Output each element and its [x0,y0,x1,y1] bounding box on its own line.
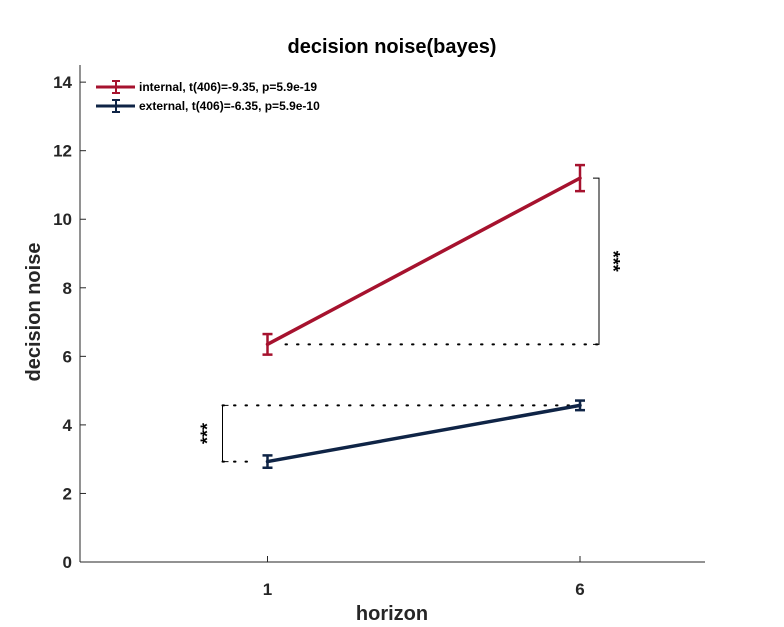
y-tick-label: 12 [53,142,72,161]
legend: internal, t(406)=-9.35, p=5.9e-19 externa… [96,80,320,113]
internal-legend-entry: internal, t(406)=-9.35, p=5.9e-19 [96,80,317,94]
x-tick-label: 6 [575,580,584,599]
external-series-line [265,403,582,464]
significance-annotations: *** *** [198,177,623,463]
y-tick-label: 6 [63,347,72,366]
internal-significance-bracket [593,177,600,345]
chart-title: decision noise(bayes) [288,36,497,58]
y-tick-label: 4 [63,416,73,435]
external-legend-label: external, t(406)=-6.35, p=5.9e-10 [139,99,320,113]
y-tick-label: 10 [53,210,72,229]
external-significance-label: *** [198,423,218,444]
x-axis-label: horizon [356,603,428,625]
internal-legend-label: internal, t(406)=-9.35, p=5.9e-19 [139,80,317,94]
external-error-bar [262,454,273,469]
x-tick-label: 1 [263,580,272,599]
external-legend-entry: external, t(406)=-6.35, p=5.9e-10 [96,99,320,113]
y-tick-label: 0 [63,553,72,572]
external-significance-bracket [222,404,229,463]
external-error-bar [575,399,585,412]
y-tick-label: 14 [53,73,72,92]
internal-error-bar [262,332,273,356]
y-tick-label: 8 [63,279,72,298]
internal-series-line [265,176,582,347]
series-group [262,163,585,469]
y-axis-label: decision noise [23,243,45,382]
internal-significance-label: *** [603,251,623,272]
y-tick-label: 2 [63,484,72,503]
internal-error-bar [575,163,585,193]
